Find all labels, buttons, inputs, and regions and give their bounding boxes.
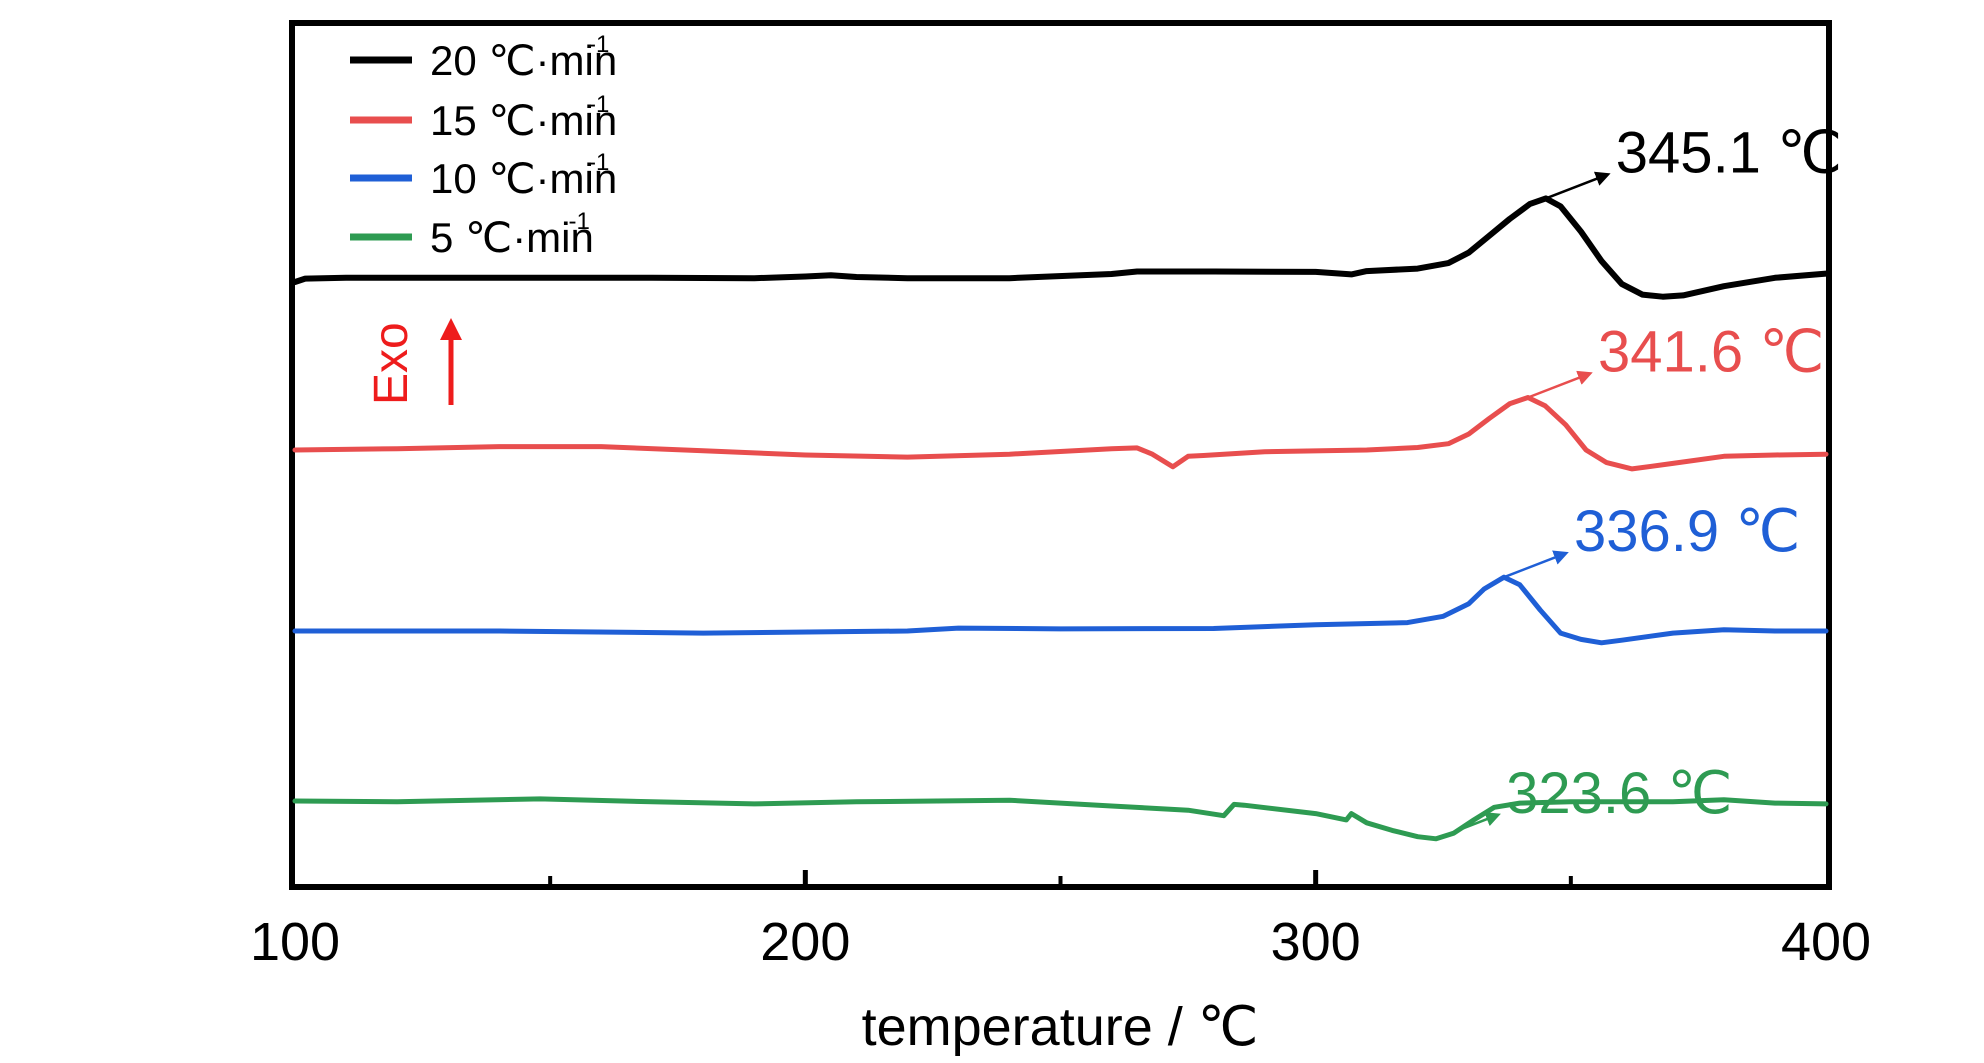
series-line-4	[292, 796, 1829, 842]
exo-arrow-head	[440, 318, 462, 340]
x-tick-label-200: 200	[760, 912, 850, 972]
plot-area-border	[289, 20, 1832, 890]
peak-label-1: 345.1 ℃	[1616, 120, 1842, 185]
x-axis-title: temperature / ℃	[862, 997, 1259, 1057]
legend: 20 ℃·min-115 ℃·min-110 ℃·min-15 ℃·min-1	[350, 31, 617, 261]
plot-frame	[289, 20, 1832, 890]
series-line-2	[292, 395, 1829, 472]
legend-label-3: 10 ℃·min	[430, 155, 617, 202]
exo-indicator: Exo	[365, 318, 462, 405]
legend-label-2: 15 ℃·min	[430, 97, 617, 144]
x-tick-label-300: 300	[1271, 912, 1361, 972]
peak-arrow-3	[1503, 550, 1569, 579]
legend-label-1: 20 ℃·min	[430, 37, 617, 84]
peak-arrow-4	[1435, 812, 1501, 840]
peak-annotations: 345.1 ℃ 341.6 ℃ 336.9 ℃ 323.6 ℃	[1435, 120, 1842, 840]
series-layer	[292, 195, 1829, 842]
legend-label-exponent-4: -1	[569, 208, 590, 235]
peak-label-2: 341.6 ℃	[1598, 320, 1824, 385]
series-line-1	[292, 195, 1829, 300]
legend-label-exponent-3: -1	[588, 149, 609, 176]
legend-label-exponent-1: -1	[588, 31, 609, 58]
peak-arrow-1	[1545, 171, 1611, 200]
x-tick-label-100: 100	[250, 912, 340, 972]
exo-label: Exo	[365, 322, 418, 405]
peak-label-3: 336.9 ℃	[1574, 499, 1800, 564]
peak-arrow-2	[1527, 370, 1593, 399]
x-tick-label-400: 400	[1781, 912, 1871, 972]
x-axis-ticks: 100 200 300 400	[250, 870, 1871, 972]
legend-label-exponent-2: -1	[588, 91, 609, 118]
exo-arrow-icon	[440, 318, 462, 405]
legend-label-4: 5 ℃·min	[430, 214, 594, 261]
peak-label-4: 323.6 ℃	[1506, 761, 1732, 826]
series-line-3	[292, 574, 1829, 646]
